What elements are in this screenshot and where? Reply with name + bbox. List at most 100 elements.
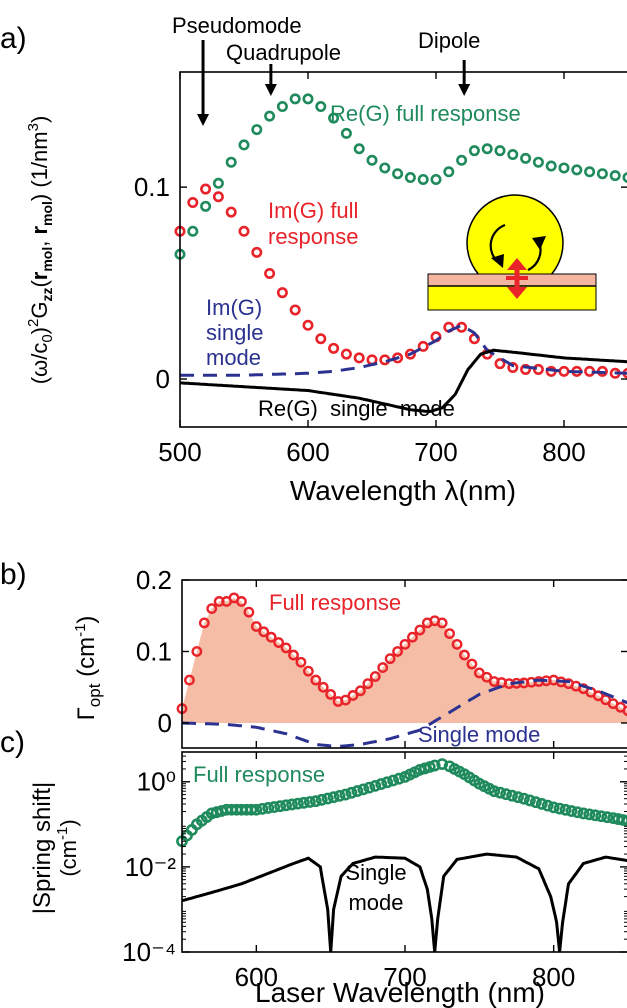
arrow-dipole-head [458,84,471,96]
marker-im-full [264,267,276,279]
marker-im-full [315,333,327,345]
label-im-single: Im(G) single mode [206,295,263,370]
marker-c-full-response [535,797,548,810]
marker-c-full-response [268,801,281,813]
marker-im-full [558,365,570,377]
line-re-single-mode [179,348,627,414]
line-c-single-mode [558,855,627,953]
label-c-single-line2: mode [348,890,403,915]
marker-re-full [276,101,288,113]
marker-im-full [238,225,250,237]
line-c-single-mode [329,855,437,953]
label-im-full-line2: response [268,224,359,249]
panel-c-ytick-label: 10⁻⁴ [122,937,176,967]
marker-c-full-response [506,789,518,802]
panel-a-label: a) [0,22,27,55]
marker-im-full [353,352,365,364]
marker-c-full-response [547,801,560,814]
marker-im-full [404,348,416,360]
marker-c-full-response [393,772,405,785]
marker-b-full-response [377,662,389,673]
marker-re-full [200,200,212,212]
panel-c-xtick-label: 800 [532,962,575,992]
marker-b-full-response [414,624,426,636]
marker-re-full [494,145,506,157]
marker-re-full [609,170,621,182]
marker-b-full-response [444,628,455,640]
marker-re-full [481,143,493,155]
panel-c-x-axis-label: Laser Wavelength (nm) [255,977,545,1008]
marker-im-full [340,348,352,360]
marker-b-full-response [206,603,218,614]
marker-c-full-response [494,786,507,799]
marker-re-full [366,154,378,166]
panel-a-x-axis-label: Wavelength λ(nm) [290,475,516,506]
marker-re-full [392,168,404,180]
line-im-single-mode [180,323,627,377]
label-im-single-line1: Im(G) [206,295,262,320]
marker-c-full-response [488,785,501,798]
marker-b-full-response [451,638,463,650]
marker-b-full-response [340,694,351,706]
marker-c-full-response [518,792,530,805]
marker-c-full-response [363,781,376,794]
marker-re-full [187,225,199,237]
marker-c-full-response [292,797,304,810]
marker-re-full [532,156,544,168]
annotation-pseudomode: Pseudomode [172,13,302,38]
marker-b-full-response [310,674,322,686]
marker-c-full-response [298,796,310,809]
marker-c-full-response [369,779,382,792]
line-c-single-mode [433,852,562,953]
svg-text:(cm-1): (cm-1) [54,819,81,876]
marker-c-full-response [303,796,316,808]
marker-im-full [187,196,199,208]
panel-c-ytick-label: 10⁻² [125,852,177,882]
marker-c-full-response [541,799,554,812]
molecule-dipole-head-up [507,258,527,270]
marker-re-full [264,110,276,122]
marker-re-full [225,156,237,168]
marker-c-full-response [315,793,328,806]
label-c-single-mode: Single mode [345,860,406,915]
marker-re-full [571,164,583,176]
marker-b-full-response [236,596,247,607]
label-im-single-line2: single [206,320,263,345]
marker-b-full-response [436,617,448,629]
marker-c-full-response [601,811,614,824]
marker-b-full-response [384,653,396,665]
marker-b-full-response [191,646,203,657]
label-im-full-line1: Im(G) full [268,198,358,223]
marker-re-full [558,162,570,174]
marker-b-full-response [243,606,255,618]
marker-c-full-response [309,795,322,808]
marker-c-full-response [387,774,400,787]
panel-a-ytick-label: 0.1 [134,172,170,202]
marker-im-full [289,304,301,316]
arrow-pseudomode-head [197,114,210,126]
panel-c-ytick-label: 10⁰ [137,767,176,797]
marker-re-full [443,166,455,178]
marker-re-full [596,168,608,180]
label-im-full: Im(G) full response [268,198,359,249]
marker-b-full-response [399,638,411,650]
current-arrowhead-left [491,254,504,268]
marker-c-full-response [333,789,346,802]
marker-c-full-response [523,794,536,807]
marker-b-full-response [302,665,314,677]
marker-re-full [289,93,301,105]
marker-im-full [276,287,288,299]
marker-c-full-response [571,806,584,819]
marker-re-full [315,101,327,113]
label-re-single: Re(G) single mode [258,396,455,421]
annotation-arrows [197,40,471,126]
marker-c-full-response [327,791,340,804]
panel-a-y-axis-label: (ω/c0)2Gzz(rmol, rmol) (1/nm3) [25,116,56,385]
marker-im-full [302,319,314,331]
marker-c-full-response [428,759,441,772]
marker-re-full [545,160,557,172]
marker-re-full [379,162,391,174]
marker-c-full-response [553,802,566,815]
marker-re-full [520,152,532,164]
svg-text:Γopt (cm-1): Γopt (cm-1) [72,616,104,721]
